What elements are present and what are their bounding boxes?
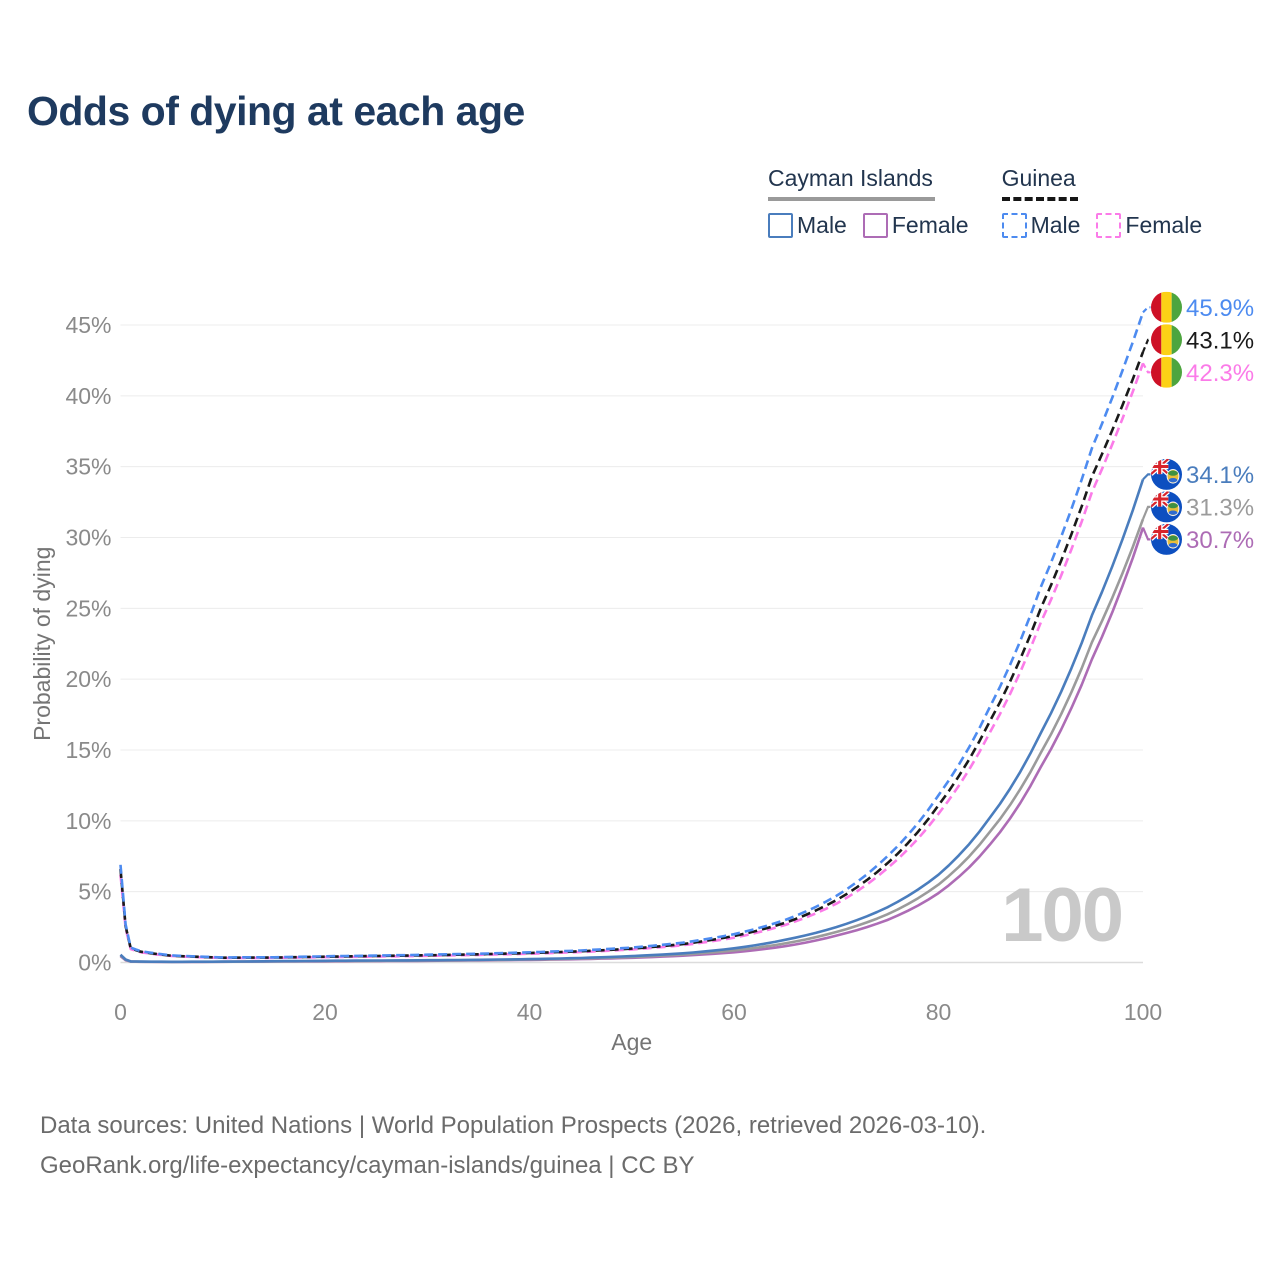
legend-item-cayman-female: Female — [862, 212, 969, 239]
legend-label-cayman-male: Male — [797, 212, 847, 238]
leader-line-cayman-islands-female — [1141, 527, 1151, 541]
age-watermark: 100 — [1001, 873, 1122, 958]
y-tick-label: 45% — [65, 312, 111, 338]
x-tick-label: 80 — [926, 999, 952, 1025]
legend-country-guinea: Guinea — [1001, 165, 1078, 201]
attribution-line: GeoRank.org/life-expectancy/cayman-islan… — [40, 1152, 695, 1179]
y-tick-label: 40% — [65, 383, 111, 409]
leader-line-guinea-male — [1142, 306, 1151, 314]
series-line-guinea-female[interactable] — [119, 362, 1145, 960]
source-footer: Data sources: United Nations | World Pop… — [40, 1106, 986, 1186]
chart-legend: Cayman Islands Male Female Guinea Male — [768, 165, 1202, 239]
leader-line-cayman-islands-male — [1142, 473, 1151, 481]
y-tick-label: 35% — [65, 454, 111, 480]
x-tick-label: 0 — [114, 999, 127, 1025]
cayman-islands-flag-icon — [1151, 458, 1182, 490]
leader-line-guinea-both-sexes — [1141, 338, 1151, 353]
cayman-islands-flag-icon — [1151, 523, 1182, 555]
series-line-cayman-islands-female[interactable] — [119, 527, 1145, 964]
y-tick-label: 10% — [65, 808, 111, 834]
end-value-label-cayman-islands-both-sexes: 31.3% — [1186, 494, 1254, 521]
page-title: Odds of dying at each age — [27, 88, 525, 134]
x-axis-title: Age — [611, 1029, 652, 1055]
guinea-flag-icon — [1151, 356, 1182, 388]
guinea-flag-icon — [1151, 291, 1182, 323]
x-tick-label: 60 — [721, 999, 747, 1025]
end-value-label-cayman-islands-male: 34.1% — [1186, 462, 1254, 489]
legend-group-guinea: Guinea Male Female — [1001, 165, 1202, 239]
guinea-female-swatch-icon — [1096, 213, 1122, 238]
legend-country-cayman-islands: Cayman Islands — [768, 165, 935, 201]
end-value-label-cayman-islands-female: 30.7% — [1186, 527, 1254, 554]
cayman-islands-flag-icon — [1151, 491, 1182, 523]
guinea-flag-icon — [1151, 324, 1182, 356]
legend-group-cayman-islands: Cayman Islands Male Female — [768, 165, 969, 239]
series-line-guinea-male[interactable] — [119, 311, 1145, 959]
y-tick-label: 30% — [65, 525, 111, 551]
end-value-label-guinea-female: 42.3% — [1186, 360, 1254, 387]
y-tick-label: 0% — [78, 950, 111, 976]
x-tick-label: 20 — [312, 999, 338, 1025]
legend-item-guinea-female: Female — [1096, 212, 1202, 239]
guinea-male-swatch-icon — [1001, 213, 1027, 238]
legend-item-cayman-male: Male — [768, 212, 847, 239]
legend-label-guinea-female: Female — [1125, 212, 1203, 238]
legend-item-guinea-male: Male — [1001, 212, 1081, 239]
series-line-cayman-islands-male[interactable] — [119, 478, 1145, 964]
y-tick-label: 20% — [65, 666, 111, 692]
series-line-guinea-both-sexes[interactable] — [119, 351, 1145, 959]
y-tick-label: 25% — [65, 595, 111, 621]
end-value-label-guinea-both-sexes: 43.1% — [1186, 327, 1254, 354]
series-line-cayman-islands-both-sexes[interactable] — [119, 518, 1145, 964]
leader-line-guinea-female — [1142, 362, 1151, 374]
legend-label-cayman-female: Female — [891, 212, 969, 238]
y-axis-title: Probability of dying — [29, 547, 55, 741]
cayman-male-swatch-icon — [768, 213, 793, 238]
x-tick-label: 100 — [1124, 999, 1162, 1025]
y-tick-label: 15% — [65, 737, 111, 763]
x-tick-label: 40 — [517, 999, 543, 1025]
cayman-female-swatch-icon — [862, 213, 888, 238]
end-value-label-guinea-male: 45.9% — [1186, 295, 1254, 322]
y-tick-label: 5% — [78, 879, 111, 905]
data-sources-line: Data sources: United Nations | World Pop… — [40, 1112, 987, 1139]
legend-label-guinea-male: Male — [1030, 212, 1081, 238]
leader-line-cayman-islands-both-sexes — [1141, 505, 1151, 520]
